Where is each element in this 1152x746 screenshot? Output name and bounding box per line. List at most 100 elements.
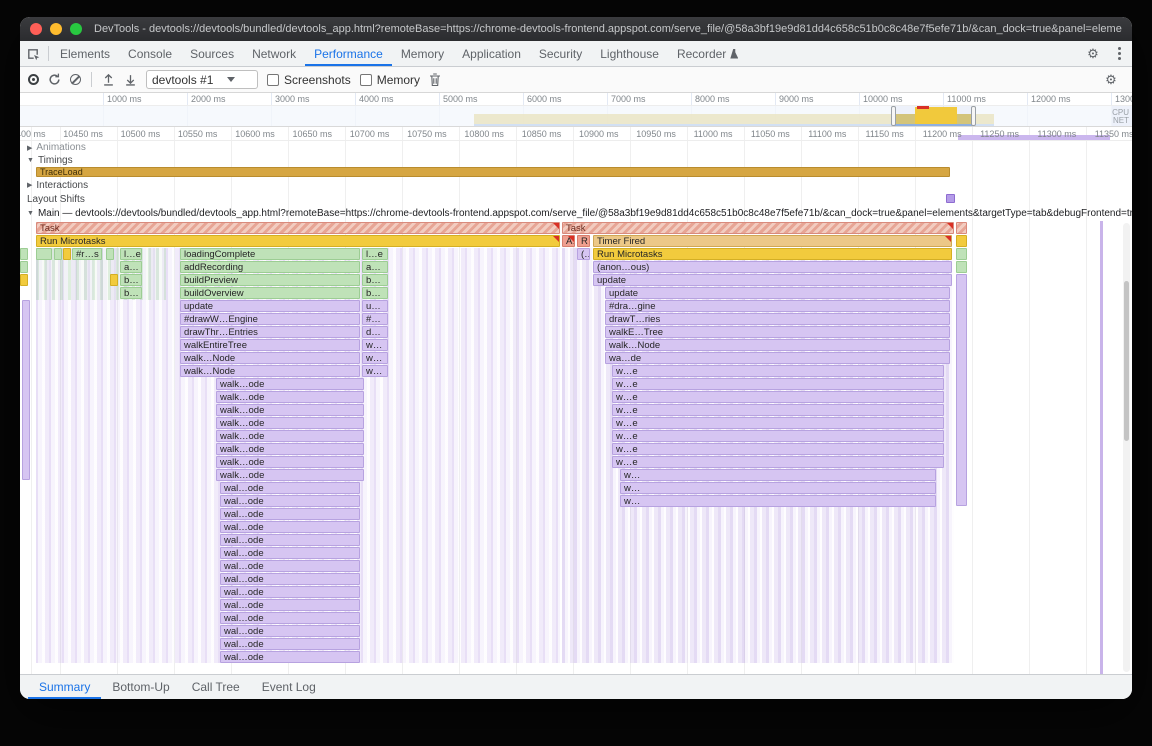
tab-recorder[interactable]: Recorder — [668, 41, 747, 66]
flame-bar[interactable]: w…e — [612, 365, 944, 377]
flame-bar[interactable]: l…e — [120, 248, 142, 260]
flame-bar[interactable] — [20, 261, 28, 273]
selection-handle-left[interactable] — [890, 106, 896, 126]
flame-bar[interactable]: wal…ode — [220, 651, 360, 663]
flame-bar[interactable]: loadingComplete — [180, 248, 360, 260]
bottom-tab-call-tree[interactable]: Call Tree — [191, 680, 240, 694]
flame-bar[interactable] — [110, 274, 118, 286]
flame-bar[interactable]: update — [180, 300, 360, 312]
flame-bar[interactable]: w… — [620, 495, 936, 507]
expander-icon[interactable]: ▶ — [27, 144, 33, 152]
flame-bar[interactable]: walk…ode — [216, 469, 364, 481]
load-profile-button[interactable] — [102, 73, 115, 86]
flame-bar[interactable] — [54, 248, 62, 260]
flame-bar[interactable]: walk…ode — [216, 417, 364, 429]
flame-bar[interactable] — [106, 248, 114, 260]
flame-bar[interactable]: w… — [620, 469, 936, 481]
flame-bar[interactable]: d… — [362, 326, 388, 338]
selection-handle-right[interactable] — [971, 106, 977, 126]
expander-icon[interactable]: ▶ — [27, 182, 33, 189]
timeline-overview[interactable]: 1000 ms 2000 ms 3000 ms 4000 ms 5000 ms 6000 … — [20, 93, 1132, 127]
tab-console[interactable]: Console — [119, 41, 181, 66]
inspect-element-button[interactable] — [20, 41, 46, 66]
flame-bar[interactable]: w… — [362, 365, 388, 377]
flame-bar[interactable]: wal…ode — [220, 560, 360, 572]
capture-settings-button[interactable]: ⚙ — [1098, 72, 1124, 88]
flame-bar[interactable]: wa…de — [605, 352, 950, 364]
expander-icon[interactable]: ▼ — [27, 156, 34, 164]
bottom-tab-summary[interactable]: Summary — [28, 675, 101, 699]
flame-bar[interactable]: #r…s — [72, 248, 102, 260]
flame-bar[interactable]: buildPreview — [180, 274, 360, 286]
flame-chart[interactable]: Task Run Microtasks #r…s l…e loadingComplete… — [20, 221, 1132, 674]
flame-bar[interactable]: a… — [120, 261, 142, 273]
flame-bar[interactable]: wal…ode — [220, 495, 360, 507]
flame-bar[interactable]: wal…ode — [220, 599, 360, 611]
flame-bar[interactable]: wal…ode — [220, 625, 360, 637]
track-timings[interactable]: ▼ Timings — [20, 154, 1132, 166]
flame-bar[interactable]: Run Microtasks — [593, 248, 952, 260]
flame-bar[interactable] — [36, 248, 52, 260]
flame-bar[interactable]: walk…Node — [605, 339, 950, 351]
minimize-button[interactable] — [50, 23, 62, 35]
record-button[interactable] — [28, 74, 39, 85]
tab-application[interactable]: Application — [453, 41, 530, 66]
flame-bar[interactable]: walkE…Tree — [605, 326, 950, 338]
bottom-tab-bottom-up[interactable]: Bottom-Up — [112, 680, 170, 694]
flame-bar[interactable]: wal…ode — [220, 638, 360, 650]
more-options-button[interactable] — [1106, 41, 1132, 66]
flame-bar[interactable]: b… — [362, 287, 388, 299]
flame-bar[interactable]: a… — [362, 261, 388, 273]
flame-bar[interactable]: walk…ode — [216, 378, 364, 390]
flame-bar[interactable]: buildOverview — [180, 287, 360, 299]
tab-lighthouse[interactable]: Lighthouse — [591, 41, 668, 66]
flame-bar[interactable]: wal…ode — [220, 586, 360, 598]
save-profile-button[interactable] — [124, 73, 137, 86]
flame-bar[interactable] — [956, 235, 967, 247]
flame-bar[interactable]: walk…ode — [216, 443, 364, 455]
tab-memory[interactable]: Memory — [392, 41, 453, 66]
flame-bar[interactable]: wal…ode — [220, 573, 360, 585]
flame-bar[interactable]: w…e — [612, 456, 944, 468]
flame-bar[interactable] — [956, 222, 967, 234]
memory-toggle[interactable]: Memory — [359, 73, 420, 87]
flame-bar[interactable]: w…e — [612, 404, 944, 416]
tab-network[interactable]: Network — [243, 41, 305, 66]
flame-bar[interactable]: (anon…ous) — [593, 261, 952, 273]
tab-sources[interactable]: Sources — [181, 41, 243, 66]
flame-bar[interactable]: w…e — [612, 378, 944, 390]
settings-button[interactable]: ⚙ — [1080, 41, 1106, 66]
flame-bar[interactable]: b… — [120, 274, 142, 286]
flame-bar[interactable]: w…e — [612, 443, 944, 455]
flame-bar[interactable]: u… — [362, 300, 388, 312]
flame-bar[interactable]: wal…ode — [220, 534, 360, 546]
bottom-tab-event-log[interactable]: Event Log — [261, 680, 316, 694]
tab-security[interactable]: Security — [530, 41, 591, 66]
flame-bar[interactable]: Timer Fired — [593, 235, 952, 247]
flame-bar[interactable]: A… — [562, 235, 575, 247]
flame-bar[interactable]: w… — [362, 352, 388, 364]
zoom-button[interactable] — [70, 23, 82, 35]
flame-bar[interactable]: wal…ode — [220, 508, 360, 520]
scrollbar-thumb[interactable] — [1124, 281, 1129, 441]
flame-bar[interactable]: w…e — [612, 430, 944, 442]
flame-bar[interactable]: w…e — [612, 417, 944, 429]
close-button[interactable] — [30, 23, 42, 35]
track-animations[interactable]: ▶ Animations — [20, 141, 1132, 154]
overview-graph[interactable]: CPU NET — [20, 106, 1132, 126]
flame-bar[interactable]: Task — [36, 222, 560, 234]
track-interactions[interactable]: ▶ Interactions — [20, 178, 1132, 192]
tab-performance[interactable]: Performance — [305, 41, 392, 66]
flame-bar[interactable]: w…e — [612, 391, 944, 403]
vertical-scrollbar[interactable] — [1123, 223, 1130, 672]
flame-bar[interactable]: update — [593, 274, 952, 286]
flame-bar[interactable]: R… — [577, 235, 590, 247]
flame-bar[interactable] — [20, 248, 28, 260]
flame-bar[interactable]: addRecording — [180, 261, 360, 273]
flame-bar[interactable]: w… — [362, 339, 388, 351]
flame-bar[interactable]: b… — [120, 287, 142, 299]
flame-bar[interactable]: walk…ode — [216, 456, 364, 468]
trace-load-marker[interactable]: TraceLoad — [36, 167, 950, 177]
clear-button[interactable] — [70, 74, 81, 85]
flame-bar[interactable]: w… — [620, 482, 936, 494]
